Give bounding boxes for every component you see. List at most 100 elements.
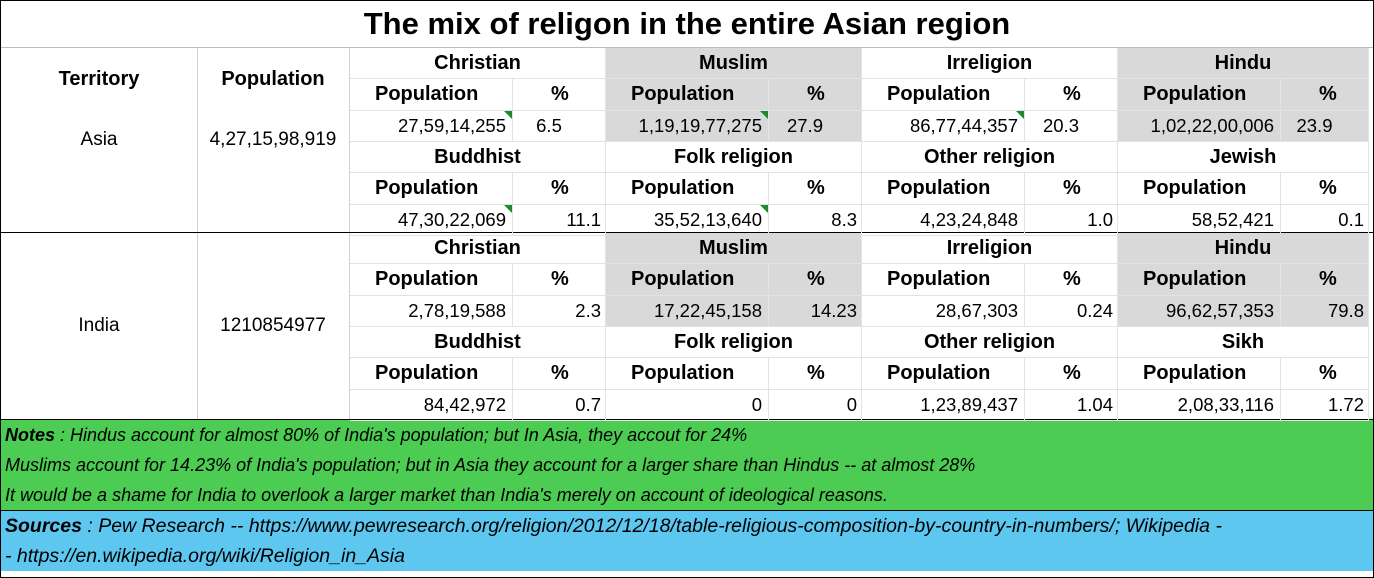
- religion-percent: 27.9: [786, 115, 823, 136]
- religion-values: 1,23,89,437 1.04: [862, 390, 1117, 421]
- religion-percent: 0.7: [575, 394, 601, 415]
- population-subheader: Population: [1118, 173, 1281, 204]
- population-subheader: Population: [862, 358, 1025, 389]
- religion-subheader: Population%: [606, 358, 861, 390]
- religion-population: 1,23,89,437: [862, 390, 1025, 420]
- notes-line: It would be a shame for India to overloo…: [5, 485, 888, 505]
- religion-percent: 20.3: [1042, 115, 1079, 136]
- religion-name: Buddhist: [350, 142, 605, 173]
- error-flag-icon: [504, 111, 512, 119]
- religion-name: Folk religion: [606, 142, 861, 173]
- religion-cell: Christian Population% 27,59,14,255 6.5: [350, 48, 606, 142]
- religion-population: 2,08,33,116: [1118, 390, 1281, 420]
- population-subheader: Population: [350, 264, 513, 295]
- population-subheader: Population: [606, 264, 769, 295]
- religion-percent: 0.24: [1076, 300, 1113, 321]
- religion-cell: Other religion Population% 4,23,24,848 1.0: [862, 142, 1118, 236]
- religion-percent: 1.72: [1327, 394, 1364, 415]
- religion-subheader: Population%: [1118, 79, 1368, 111]
- religion-percent: 8.3: [831, 209, 857, 230]
- notes-label: Notes: [5, 425, 56, 445]
- sources-line: - https://en.wikipedia.org/wiki/Religion…: [5, 545, 405, 567]
- religion-values: 17,22,45,158 14.23: [606, 296, 861, 327]
- religion-values: 96,62,57,353 79.8: [1118, 296, 1368, 327]
- religion-population-value: 4,23,24,848: [920, 209, 1018, 230]
- religion-cell: Christian Population% 2,78,19,588 2.3: [350, 233, 606, 327]
- religion-values: 84,42,972 0.7: [350, 390, 605, 421]
- percent-subheader: %: [1063, 362, 1081, 384]
- religion-name: Folk religion: [606, 327, 861, 358]
- religion-name: Muslim: [606, 233, 861, 264]
- religion-row: Christian Population% 27,59,14,255 6.5 Musli…: [350, 48, 1373, 142]
- page-title: The mix of religon in the entire Asian r…: [1, 1, 1373, 48]
- percent-subheader: %: [551, 362, 569, 384]
- territory-column: India: [1, 233, 198, 419]
- religion-population: 86,77,44,357: [862, 111, 1025, 141]
- religion-name: Other religion: [862, 142, 1117, 173]
- population-column: 1210854977: [197, 233, 350, 419]
- sources-line: Sources : Pew Research -- https://www.pe…: [5, 511, 1373, 541]
- religion-population-value: 96,62,57,353: [1165, 300, 1274, 321]
- territory-column: Territory Asia: [1, 48, 198, 232]
- notes-line: Notes : Hindus account for almost 80% of…: [5, 420, 1373, 450]
- religion-name: Christian: [350, 233, 605, 264]
- population-subheader: Population: [606, 173, 769, 204]
- religion-cell: Other religion Population% 1,23,89,437 1.04: [862, 327, 1118, 421]
- religion-population-value: 58,52,421: [1191, 209, 1274, 230]
- notes-panel: Notes : Hindus account for almost 80% of…: [1, 420, 1373, 511]
- religion-subheader: Population%: [350, 264, 605, 296]
- religion-population: 27,59,14,255: [350, 111, 513, 141]
- percent-subheader: %: [807, 362, 825, 384]
- religion-cell: Folk religion Population% 35,52,13,640 8.3: [606, 142, 862, 236]
- religion-values: 4,23,24,848 1.0: [862, 205, 1117, 236]
- religion-population-value: 35,52,13,640: [653, 209, 762, 230]
- religion-row: Buddhist Population% 47,30,22,069 11.1 Folk …: [350, 142, 1373, 236]
- religion-cell: Muslim Population% 17,22,45,158 14.23: [606, 233, 862, 327]
- territory-population: 1210854977: [220, 315, 326, 336]
- religion-cell: Jewish Population% 58,52,421 0.1: [1118, 142, 1369, 236]
- population-subheader: Population: [1118, 264, 1281, 295]
- error-flag-icon: [760, 111, 768, 119]
- religion-percent: 6.5: [536, 115, 562, 136]
- religion-values: 86,77,44,357 20.3: [862, 111, 1117, 142]
- religion-subheader: Population%: [350, 79, 605, 111]
- percent-subheader: %: [807, 268, 825, 290]
- percent-subheader: %: [1319, 362, 1337, 384]
- religion-population-value: 27,59,14,255: [397, 115, 506, 136]
- religion-percent: 14.23: [810, 300, 857, 321]
- percent-subheader: %: [551, 83, 569, 105]
- population-subheader: Population: [862, 173, 1025, 204]
- religion-percent: 0: [846, 394, 857, 415]
- percent-subheader: %: [1063, 177, 1081, 199]
- sources-label: Sources: [5, 515, 82, 537]
- notes-line: Muslims account for 14.23% of India's po…: [5, 455, 976, 475]
- religion-population: 28,67,303: [862, 296, 1025, 326]
- religion-cell: Folk religion Population% 0 0: [606, 327, 862, 421]
- religion-subheader: Population%: [1118, 173, 1368, 205]
- religion-values: 1,02,22,00,006 23.9: [1118, 111, 1368, 142]
- religion-cell: Irreligion Population% 28,67,303 0.24: [862, 233, 1118, 327]
- religion-population-value: 1,23,89,437: [920, 394, 1018, 415]
- population-subheader: Population: [350, 173, 513, 204]
- religion-percent: 2.3: [575, 300, 601, 321]
- religion-population: 35,52,13,640: [606, 205, 769, 235]
- religion-name: Irreligion: [862, 48, 1117, 79]
- religion-values: 27,59,14,255 6.5: [350, 111, 605, 142]
- religion-cell: Hindu Population% 96,62,57,353 79.8: [1118, 233, 1369, 327]
- religion-subheader: Population%: [1118, 358, 1368, 390]
- religion-subheader: Population%: [606, 173, 861, 205]
- religion-percent: 0.1: [1338, 209, 1364, 230]
- religion-population: 4,23,24,848: [862, 205, 1025, 235]
- religion-name: Hindu: [1118, 48, 1368, 79]
- religion-values: 2,08,33,116 1.72: [1118, 390, 1368, 421]
- percent-subheader: %: [1063, 83, 1081, 105]
- religion-population: 17,22,45,158: [606, 296, 769, 326]
- territory-name: India: [78, 315, 120, 336]
- religion-percent: 79.8: [1327, 300, 1364, 321]
- religion-values: 2,78,19,588 2.3: [350, 296, 605, 327]
- religion-population-value: 2,08,33,116: [1177, 394, 1274, 415]
- population-subheader: Population: [606, 358, 769, 389]
- religion-cell: Sikh Population% 2,08,33,116 1.72: [1118, 327, 1369, 421]
- territory-population: 4,27,15,98,919: [209, 129, 337, 150]
